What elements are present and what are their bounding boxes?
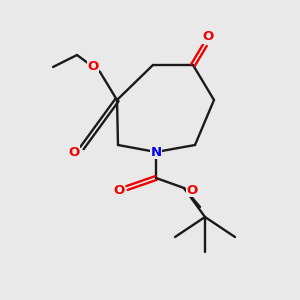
- Text: O: O: [113, 184, 124, 197]
- Text: O: O: [68, 146, 80, 158]
- Text: O: O: [202, 31, 214, 44]
- Text: N: N: [150, 146, 162, 158]
- Text: O: O: [186, 184, 198, 196]
- Text: O: O: [87, 61, 99, 74]
